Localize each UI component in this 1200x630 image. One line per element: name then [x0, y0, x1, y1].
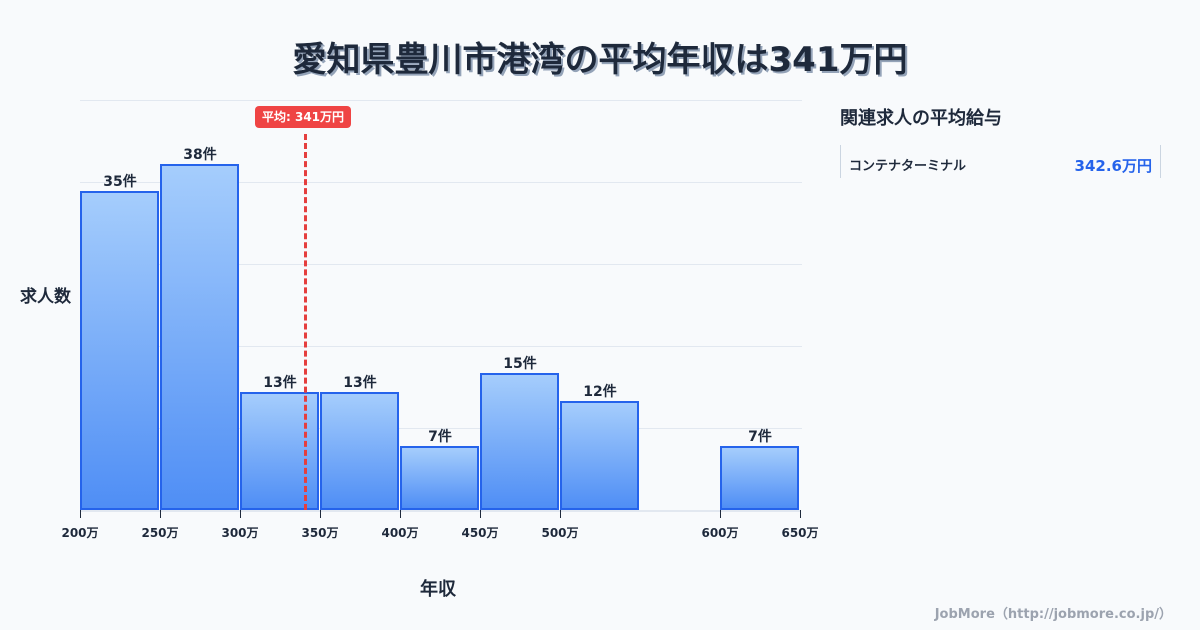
x-tick-label: 450万 — [461, 526, 499, 540]
x-tick-label: 500万 — [541, 526, 579, 540]
footer-credit: JobMore（http://jobmore.co.jp/） — [934, 607, 1172, 622]
x-tick — [560, 510, 561, 518]
gridline — [80, 182, 802, 183]
x-tick — [80, 510, 81, 518]
histogram-chart: 35件 38件 13件 13件 7件 15件 12件 7件 200万 250万 300万 350万 4… — [20, 100, 819, 600]
bar-value-label: 15件 — [503, 356, 537, 372]
gridline — [80, 264, 802, 265]
histogram-bar — [720, 446, 799, 510]
x-tick-label: 650万 — [781, 526, 819, 540]
x-tick — [800, 510, 801, 518]
x-tick-label: 300万 — [221, 526, 259, 540]
related-job-row: コンテナターミナル 342.6万円 — [840, 145, 1161, 178]
bar-value-label: 7件 — [748, 429, 772, 445]
gridline — [80, 346, 802, 347]
related-job-salary: 342.6万円 — [1074, 157, 1152, 175]
x-tick-label: 350万 — [301, 526, 339, 540]
histogram-bar — [160, 164, 239, 510]
x-tick-label: 600万 — [701, 526, 739, 540]
x-tick-label: 400万 — [381, 526, 419, 540]
bar-value-label: 38件 — [183, 147, 217, 163]
related-job-name: コンテナターミナル — [849, 159, 967, 174]
mean-badge: 平均: 341万円 — [255, 106, 352, 128]
x-tick — [320, 510, 321, 518]
y-axis-label: 求人数 — [20, 287, 71, 307]
x-tick — [720, 510, 721, 518]
bar-value-label: 12件 — [583, 384, 617, 400]
x-axis-line — [80, 510, 800, 512]
gridline — [80, 100, 802, 101]
x-axis-label: 年収 — [420, 579, 456, 600]
x-tick — [160, 510, 161, 518]
bar-value-label: 13件 — [343, 375, 377, 391]
related-salary-title: 関連求人の平均給与 — [840, 108, 1002, 129]
x-tick-label: 200万 — [61, 526, 99, 540]
histogram-bar — [80, 191, 159, 510]
bar-value-label: 7件 — [428, 429, 452, 445]
histogram-bar — [400, 446, 479, 510]
x-tick — [240, 510, 241, 518]
histogram-bar — [480, 373, 559, 510]
histogram-bar — [320, 392, 399, 510]
x-tick — [480, 510, 481, 518]
histogram-bar — [240, 392, 319, 510]
mean-line — [304, 134, 307, 510]
page-title: 愛知県豊川市港湾の平均年収は341万円 — [292, 40, 908, 80]
bar-value-label: 13件 — [263, 375, 297, 391]
bar-value-label: 35件 — [103, 174, 137, 190]
x-tick — [400, 510, 401, 518]
x-tick-label: 250万 — [141, 526, 179, 540]
gridline — [80, 428, 802, 429]
histogram-bar — [560, 401, 639, 510]
